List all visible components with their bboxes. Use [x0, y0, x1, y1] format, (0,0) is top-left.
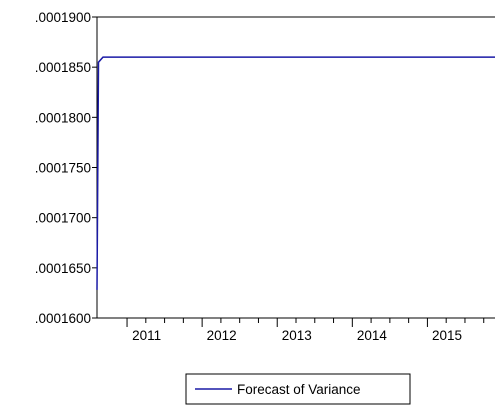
series-group: [96, 56, 495, 290]
x-tick-label: 2015: [432, 328, 462, 343]
legend-label: Forecast of Variance: [237, 382, 361, 397]
x-tick-label: 2014: [357, 328, 388, 343]
y-tick-label: .0001750: [35, 161, 91, 176]
y-tick-label: .0001700: [35, 211, 91, 226]
x-tick-label: 2013: [282, 328, 312, 343]
y-axis-ticks: .0001600 .0001650 .0001700 .0001750 .0001800…: [35, 10, 97, 326]
x-tick-label: 2012: [207, 328, 237, 343]
axes: [96, 16, 495, 319]
legend: Forecast of Variance: [185, 373, 411, 405]
x-axis-ticks: 2011 2012 2013 2014 2015: [126, 318, 485, 343]
y-tick-label: .0001850: [35, 60, 91, 75]
series-line-forecast-of-variance: [96, 56, 495, 290]
y-tick-label: .0001600: [35, 311, 91, 326]
y-tick-label: .0001900: [35, 10, 91, 25]
y-tick-label: .0001800: [35, 110, 91, 125]
x-tick-label: 2011: [132, 328, 161, 343]
y-tick-label: .0001650: [35, 261, 91, 276]
